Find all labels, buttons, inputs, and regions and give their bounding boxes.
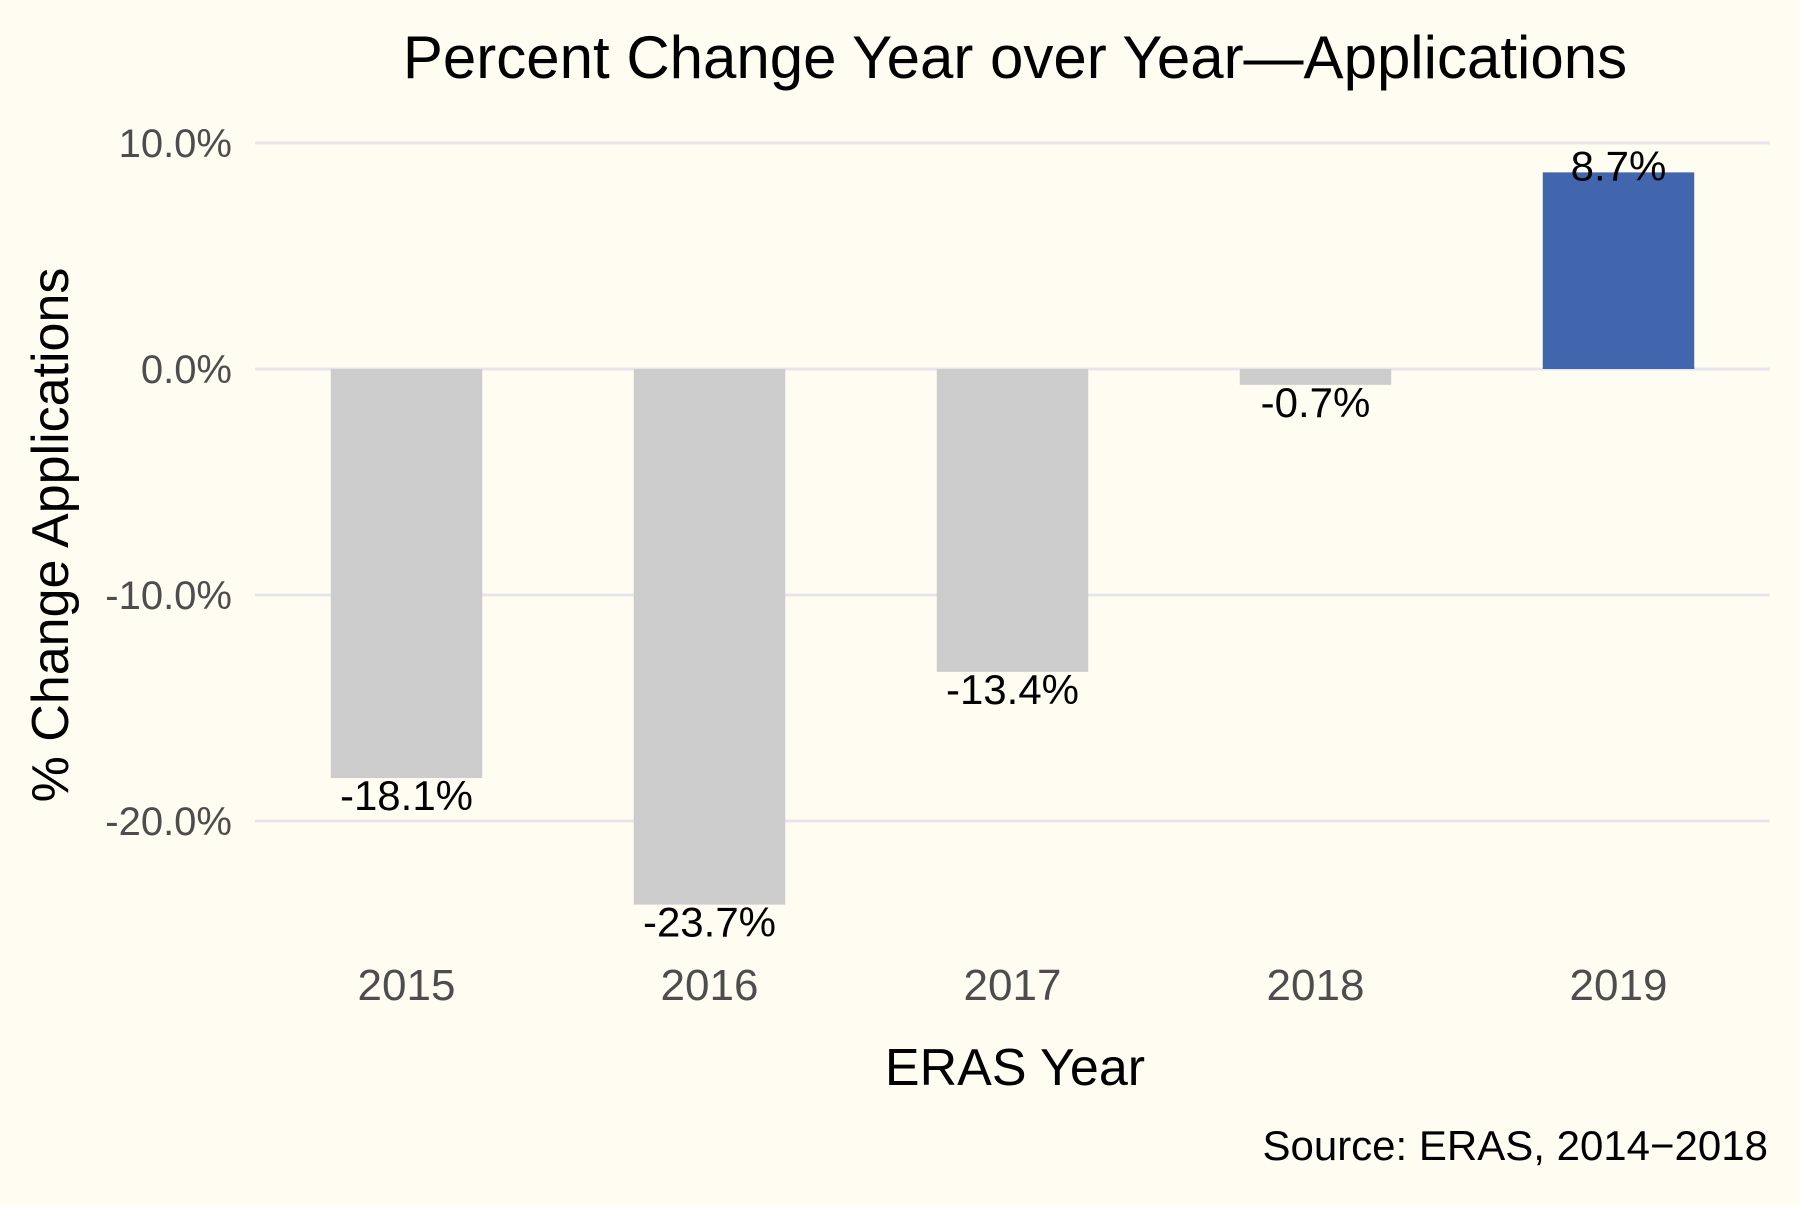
data-label-2016: -23.7% xyxy=(643,899,776,946)
y-tick-label: 0.0% xyxy=(141,348,232,392)
bar-2018 xyxy=(1239,369,1392,385)
bar-2015 xyxy=(330,369,483,779)
data-labels: -18.1% -23.7% -13.4% -0.7% 8.7% xyxy=(340,142,1666,945)
bar-2016 xyxy=(633,369,786,905)
source-caption: Source: ERAS, 2014−2018 xyxy=(1262,1122,1768,1169)
x-tick-label: 2016 xyxy=(661,961,759,1010)
bar-2017 xyxy=(936,369,1089,672)
x-tick-label: 2017 xyxy=(964,961,1062,1010)
data-label-2018: -0.7% xyxy=(1261,379,1371,426)
bars xyxy=(330,172,1695,905)
data-label-2015: -18.1% xyxy=(340,772,473,819)
x-tick-label: 2019 xyxy=(1570,961,1668,1010)
bar-2019 xyxy=(1542,172,1695,369)
y-tick-label: -10.0% xyxy=(105,574,232,618)
data-label-2019: 8.7% xyxy=(1571,142,1667,189)
x-tick-label: 2018 xyxy=(1267,961,1365,1010)
y-axis-label: % Change Applications xyxy=(22,268,80,803)
y-tick-label: 10.0% xyxy=(119,122,232,166)
x-tick-label: 2015 xyxy=(358,961,456,1010)
x-axis-label: ERAS Year xyxy=(885,1039,1145,1097)
data-label-2017: -13.4% xyxy=(946,666,1079,713)
y-axis-ticks: 10.0% 0.0% -10.0% -20.0% xyxy=(105,122,232,844)
y-tick-label: -20.0% xyxy=(105,800,232,844)
chart-title: Percent Change Year over Year—Applicatio… xyxy=(403,24,1627,91)
x-axis-ticks: 2015 2016 2017 2018 2019 xyxy=(358,961,1668,1010)
